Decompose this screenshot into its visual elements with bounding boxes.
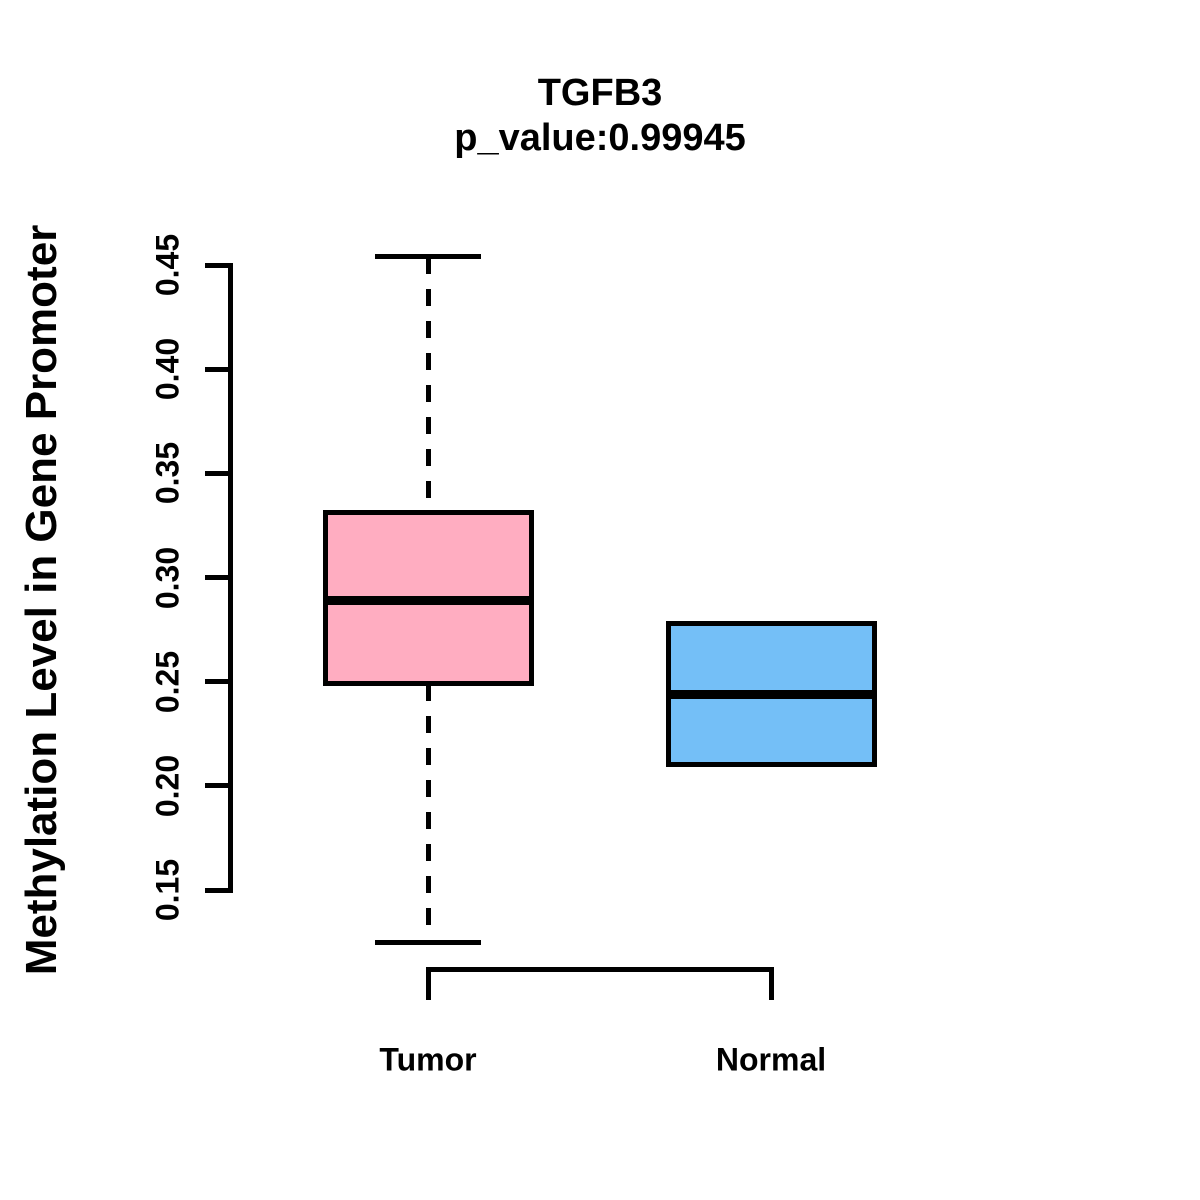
y-tick-4 [205,470,230,476]
y-axis-line [227,262,233,893]
x-axis-line [428,966,771,972]
y-tick-label-0: 0.15 [149,858,186,922]
chart-title: TGFB3 [537,72,663,114]
y-tick-2 [205,679,230,685]
chart-subtitle: p_value:0.99945 [454,117,746,159]
median-line-normal [668,689,874,699]
whisker-cap-upper-tumor [375,254,481,260]
category-label-normal: Normal [715,1041,827,1078]
y-tick-label-6: 0.45 [149,233,186,297]
y-tick-5 [205,366,230,372]
y-tick-label-5: 0.40 [149,338,186,401]
y-tick-0 [205,887,230,893]
category-label-tumor: Tumor [379,1041,477,1078]
whisker-cap-lower-tumor [375,939,481,945]
y-tick-label-4: 0.35 [149,442,186,505]
y-tick-label-2: 0.25 [149,650,186,713]
whisker-lower-tumor [425,683,431,943]
whisker-upper-tumor [425,256,431,513]
median-line-tumor [325,595,531,605]
y-tick-label-3: 0.30 [149,546,186,609]
x-tick-tumor [425,966,431,1000]
y-tick-1 [205,783,230,789]
y-tick-3 [205,575,230,580]
y-tick-label-1: 0.20 [149,754,186,817]
y-tick-6 [205,262,230,268]
x-tick-normal [768,966,774,1000]
